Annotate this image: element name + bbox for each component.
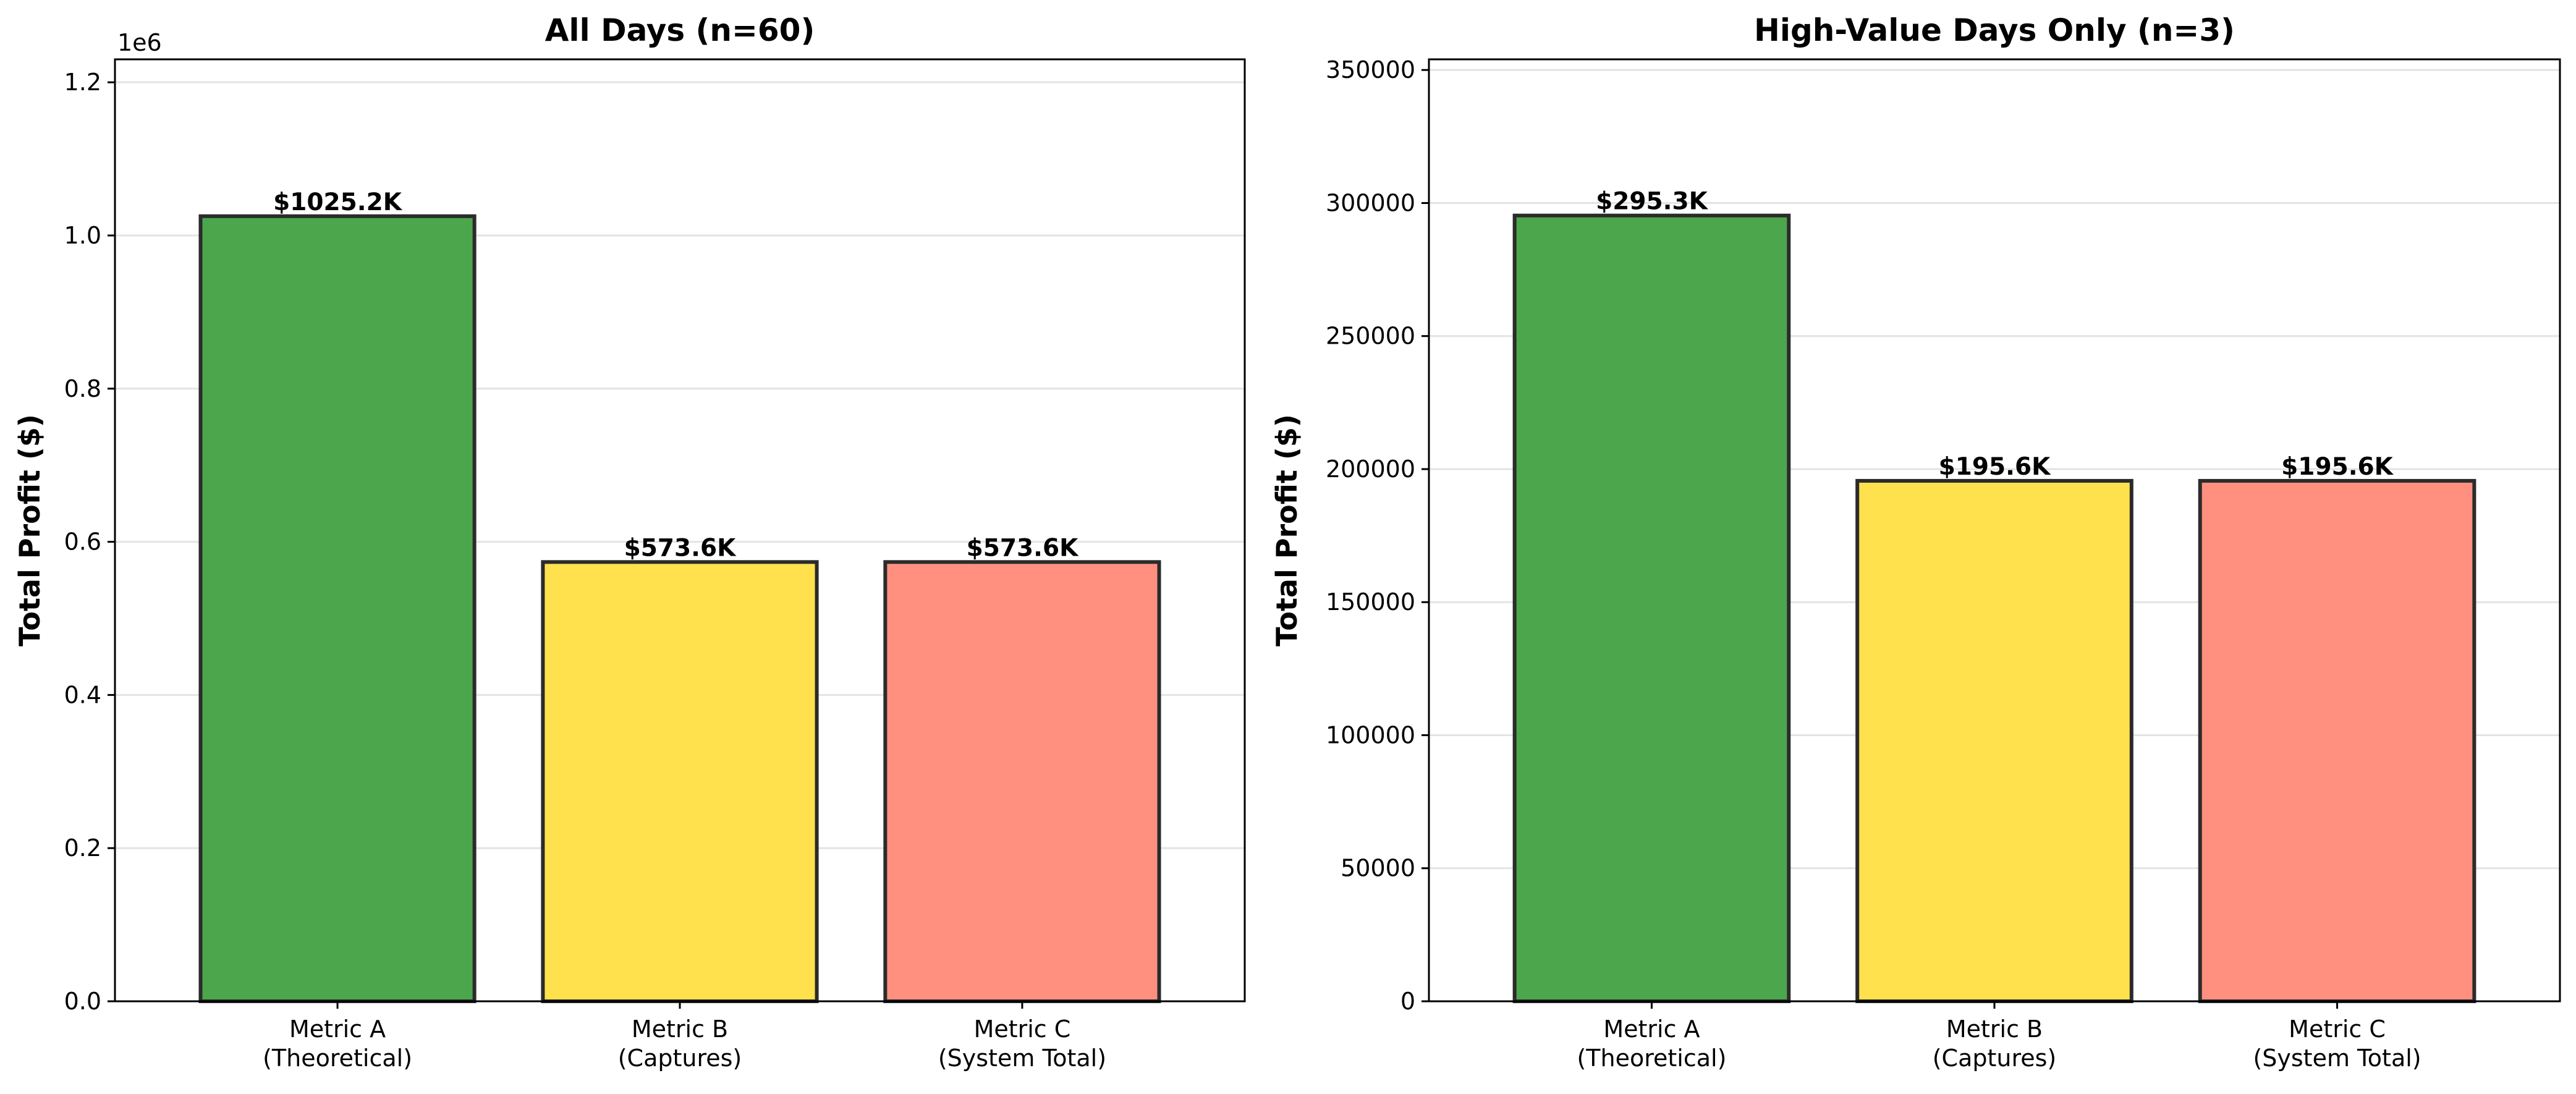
y-tick-label: 1.2 — [64, 69, 101, 96]
bar[interactable] — [198, 214, 477, 1003]
x-tick-label: Metric C — [2289, 1016, 2386, 1043]
y-axis-label: Total Profit ($) — [13, 414, 46, 647]
y-tick-label: 350000 — [1326, 56, 1415, 83]
x-tick-label: (Theoretical) — [263, 1045, 412, 1072]
value-label: $195.6K — [1939, 453, 2051, 481]
bar[interactable] — [1855, 478, 2133, 1003]
x-ticks: Metric A(Theoretical) Metric B(Captures) M… — [1577, 1001, 2421, 1072]
y-tick-label: 0 — [1400, 988, 1415, 1015]
value-label: $195.6K — [2281, 453, 2394, 481]
y-tick-label: 0.4 — [64, 681, 101, 708]
y-tick-label: 0.2 — [64, 834, 101, 862]
axis-offset-label: 1e6 — [117, 29, 162, 56]
value-label: $573.6K — [967, 534, 1079, 562]
y-tick-label: 50000 — [1341, 855, 1415, 882]
x-tick-label: (Captures) — [1933, 1045, 2057, 1072]
bar[interactable] — [883, 560, 1161, 1003]
bar[interactable] — [1512, 213, 1791, 1003]
x-ticks: Metric A(Theoretical) Metric B(Captures) M… — [263, 1001, 1106, 1072]
x-tick-label: (Theoretical) — [1577, 1045, 1726, 1072]
value-label: $1025.2K — [273, 189, 403, 216]
bars: $295.3K $195.6K $195.6K — [1512, 188, 2476, 1003]
y-tick-label: 200000 — [1326, 456, 1415, 483]
y-tick-label: 250000 — [1326, 323, 1415, 350]
chart-all-days: $1025.2K $573.6K $573.6K 0.0 0.2 0.4 0.6 0.8 1.0… — [13, 12, 1246, 1072]
y-tick-label: 100000 — [1326, 721, 1415, 748]
bar[interactable] — [541, 560, 819, 1003]
chart-high-value-days: $295.3K $195.6K $195.6K 0 50000 100000 150000 2… — [1270, 12, 2561, 1072]
y-tick-label: 1.0 — [64, 222, 101, 249]
y-ticks: 0.0 0.2 0.4 0.6 0.8 1.0 1.2 — [64, 69, 115, 1015]
y-tick-label: 0.6 — [64, 528, 101, 556]
x-tick-label: Metric B — [632, 1016, 728, 1043]
y-axis-label: Total Profit ($) — [1270, 414, 1303, 647]
chart-title: All Days (n=60) — [545, 12, 815, 48]
bar[interactable] — [2198, 478, 2476, 1003]
x-tick-label: (Captures) — [618, 1045, 742, 1072]
value-label: $573.6K — [624, 534, 737, 562]
x-tick-label: Metric B — [1946, 1016, 2043, 1043]
y-tick-label: 300000 — [1326, 189, 1415, 216]
y-tick-label: 0.0 — [64, 988, 101, 1015]
x-tick-label: (System Total) — [938, 1045, 1106, 1072]
bars: $1025.2K $573.6K $573.6K — [198, 189, 1161, 1003]
y-ticks: 0 50000 100000 150000 200000 250000 300000 3500… — [1326, 56, 1429, 1015]
y-tick-label: 150000 — [1326, 588, 1415, 616]
value-label: $295.3K — [1596, 188, 1708, 216]
x-tick-label: Metric A — [1603, 1016, 1700, 1043]
chart-title: High-Value Days Only (n=3) — [1754, 12, 2235, 48]
y-tick-label: 0.8 — [64, 375, 101, 402]
x-tick-label: Metric A — [289, 1016, 386, 1043]
x-tick-label: Metric C — [974, 1016, 1071, 1043]
x-tick-label: (System Total) — [2253, 1045, 2421, 1072]
